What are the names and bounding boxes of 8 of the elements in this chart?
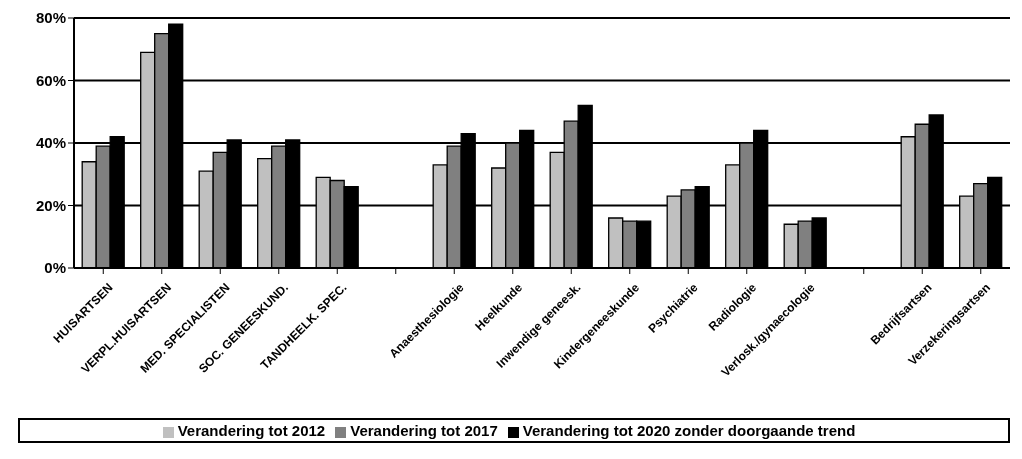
legend-label: Verandering tot 2017 [350,422,498,439]
legend-label: Verandering tot 2020 zonder doorgaande trend [522,422,856,439]
y-tick-label: 20% [35,196,66,214]
legend-label: Verandering tot 2012 [177,422,326,439]
y-tick-label: 80% [35,9,66,27]
y-tick-label: 40% [35,134,66,152]
y-tick-label: 0% [44,259,66,277]
y-tick-label: 60% [35,71,66,89]
